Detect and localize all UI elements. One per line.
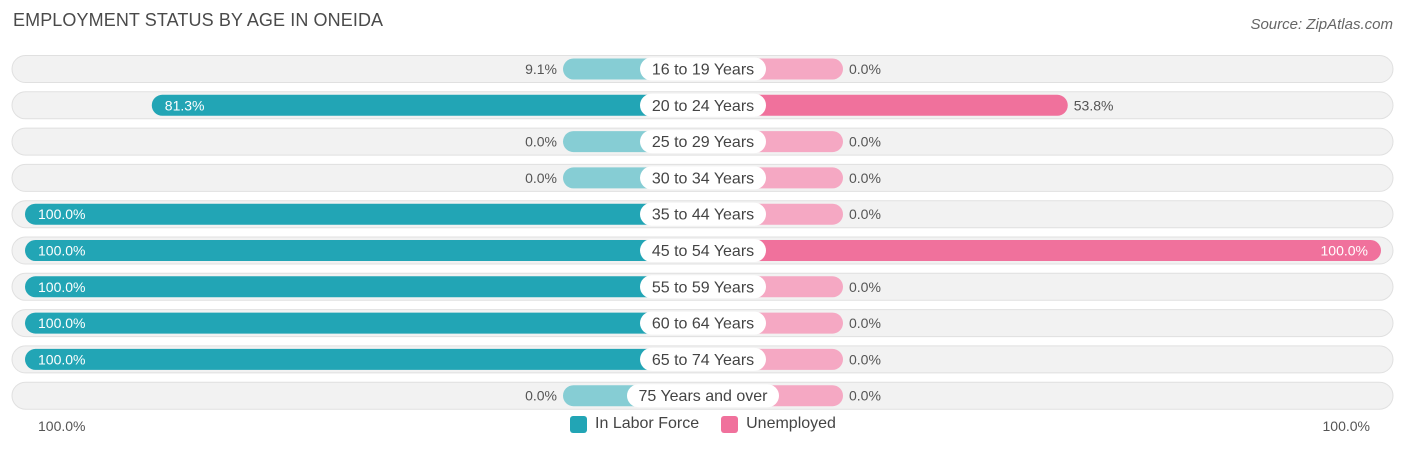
labor-force-bar [25,348,703,370]
labor-force-bar [151,94,703,116]
unemployed-value: 0.0% [849,61,881,77]
labor-force-bar [25,240,703,261]
axis-left-label: 100.0% [38,418,86,434]
labor-force-value: 81.3% [165,97,205,113]
labor-force-bar [25,203,703,225]
category-pill [640,239,766,262]
labor-force-bar [25,312,703,334]
legend-swatch-labor-force [570,415,588,433]
labor-force-value: 100.0% [38,315,85,331]
category-label: 60 to 64 Years [652,316,754,333]
unemployed-value: 100.0% [1321,243,1368,259]
chart-svg: 16 to 19 Years 9.1% 0.0% 20 to 24 Years 81.3… [11,55,1394,410]
unemployed-value: 0.0% [849,351,881,367]
unemployed-value: 0.0% [849,388,881,404]
unemployed-value: 0.0% [849,279,881,295]
unemployed-value: 0.0% [849,206,881,222]
category-label: 30 to 34 Years [652,170,754,187]
category-pill [640,311,766,335]
chart-title: EMPLOYMENT STATUS BY AGE IN ONEIDA [13,10,384,30]
category-label: 20 to 24 Years [652,98,754,115]
category-pill [640,130,766,154]
category-label: 75 Years and over [639,388,769,405]
category-label: 16 to 19 Years [652,62,754,79]
legend-label-unemployed: Unemployed [746,415,836,432]
legend-label-labor-force: In Labor Force [595,415,700,432]
labor-force-value: 100.0% [38,206,85,222]
labor-force-value: 0.0% [525,388,557,404]
labor-force-value: 100.0% [38,243,85,259]
category-label: 45 to 54 Years [652,243,754,260]
labor-force-value: 0.0% [525,170,557,186]
category-pill [640,166,766,190]
unemployed-bar [703,240,1381,261]
labor-force-value: 100.0% [38,279,85,295]
labor-force-value: 0.0% [525,134,557,150]
unemployed-value: 53.8% [1074,97,1114,113]
source-label: Source: ZipAtlas.com [1250,16,1393,33]
category-label: 25 to 29 Years [652,134,754,151]
labor-force-bar [25,276,703,298]
category-pill [640,93,766,117]
category-label: 35 to 44 Years [652,207,754,224]
labor-force-value: 9.1% [525,61,557,77]
unemployed-value: 0.0% [849,134,881,150]
axis-right-label: 100.0% [1322,418,1370,434]
legend-swatch-unemployed [721,415,739,433]
category-pill [640,347,766,371]
category-pill [640,202,766,226]
unemployed-bar [703,94,1068,116]
unemployed-value: 0.0% [849,315,881,331]
legend: In Labor Force Unemployed [0,415,1406,433]
category-label: 55 to 59 Years [652,279,754,296]
category-pill [640,57,766,81]
category-pill [627,384,779,408]
category-label: 65 to 74 Years [652,352,754,369]
unemployed-value: 0.0% [849,170,881,186]
labor-force-value: 100.0% [38,351,85,367]
legend-item-unemployed[interactable]: Unemployed [721,415,836,433]
category-pill [640,275,766,299]
legend-item-labor-force[interactable]: In Labor Force [570,415,699,433]
